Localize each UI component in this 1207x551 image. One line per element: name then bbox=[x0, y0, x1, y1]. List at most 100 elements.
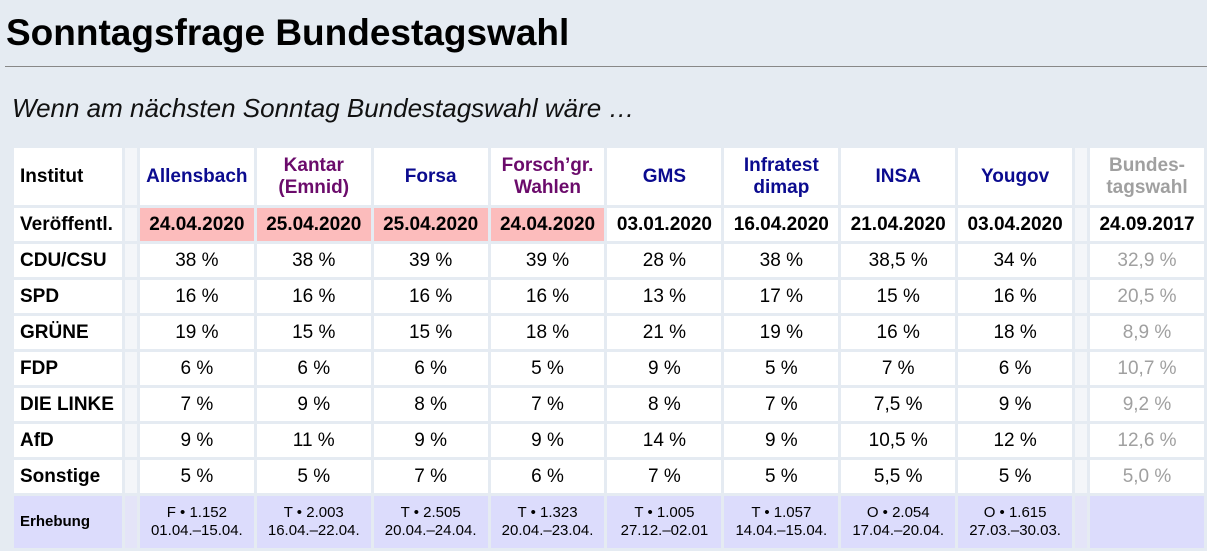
institute-link[interactable]: Forsch’gr. Wahlen bbox=[490, 148, 605, 205]
party-label: GRÜNE bbox=[14, 316, 122, 349]
survey-row: Erhebung F • 1.152 01.04.–15.04. T • 2.003 1… bbox=[14, 496, 1204, 548]
poll-value: 21 % bbox=[607, 316, 722, 349]
survey-period: 16.04.–22.04. bbox=[267, 522, 360, 539]
spacer-cell bbox=[124, 280, 137, 313]
survey-period: 20.04.–23.04. bbox=[501, 522, 594, 539]
poll-value: 15 % bbox=[256, 316, 371, 349]
poll-value: 19 % bbox=[724, 316, 839, 349]
poll-value: 10,5 % bbox=[841, 424, 956, 457]
survey-method-count: O • 2.054 bbox=[866, 504, 930, 521]
election-value: 20,5 % bbox=[1089, 280, 1204, 313]
subtitle: Wenn am nächsten Sonntag Bundestagswahl … bbox=[12, 93, 635, 123]
divider bbox=[5, 66, 1207, 67]
poll-value: 39 % bbox=[490, 244, 605, 277]
poll-value: 7,5 % bbox=[841, 388, 956, 421]
institute-link[interactable]: Kantar (Emnid) bbox=[256, 148, 371, 205]
spacer-cell bbox=[124, 208, 137, 241]
spacer-cell bbox=[124, 460, 137, 493]
spacer-cell bbox=[124, 148, 137, 205]
survey-info: T • 1.005 27.12.–02.01 bbox=[607, 496, 722, 548]
survey-method-count: F • 1.152 bbox=[166, 504, 227, 521]
poll-value: 19 % bbox=[139, 316, 254, 349]
poll-value: 5 % bbox=[958, 460, 1073, 493]
poll-value: 7 % bbox=[607, 460, 722, 493]
spacer-cell bbox=[1075, 496, 1087, 548]
party-row: SPD 16 % 16 % 16 % 16 % 13 % 17 % 15 % 16 % 20,5 … bbox=[14, 280, 1204, 313]
poll-value: 16 % bbox=[139, 280, 254, 313]
published-date: 25.04.2020 bbox=[256, 208, 371, 241]
party-row: GRÜNE 19 % 15 % 15 % 18 % 21 % 19 % 16 % 18 % 8,9… bbox=[14, 316, 1204, 349]
spacer-cell bbox=[1075, 460, 1087, 493]
spacer-cell bbox=[124, 496, 137, 548]
institute-name[interactable]: INSA bbox=[875, 165, 921, 187]
poll-value: 9 % bbox=[139, 424, 254, 457]
institute-name[interactable]: Yougov bbox=[980, 165, 1050, 187]
party-label: AfD bbox=[14, 424, 122, 457]
poll-value: 7 % bbox=[373, 460, 488, 493]
institute-link[interactable]: INSA bbox=[841, 148, 956, 205]
poll-value: 13 % bbox=[607, 280, 722, 313]
published-date: 25.04.2020 bbox=[373, 208, 488, 241]
poll-value: 9 % bbox=[256, 388, 371, 421]
poll-value: 9 % bbox=[490, 424, 605, 457]
institute-link[interactable]: Allensbach bbox=[139, 148, 254, 205]
poll-value: 17 % bbox=[724, 280, 839, 313]
spacer-cell bbox=[1075, 244, 1087, 277]
poll-value: 38 % bbox=[139, 244, 254, 277]
poll-value: 38 % bbox=[256, 244, 371, 277]
survey-period: 27.12.–02.01 bbox=[620, 522, 709, 539]
election-header: Bundes-tagswahl bbox=[1089, 148, 1204, 205]
poll-value: 28 % bbox=[607, 244, 722, 277]
party-row: CDU/CSU 38 % 38 % 39 % 39 % 28 % 38 % 38,5 % 34 … bbox=[14, 244, 1204, 277]
party-label: Sonstige bbox=[14, 460, 122, 493]
poll-value: 5,5 % bbox=[841, 460, 956, 493]
survey-info: T • 1.323 20.04.–23.04. bbox=[490, 496, 605, 548]
survey-method-count: T • 1.057 bbox=[751, 504, 812, 521]
survey-info: T • 2.505 20.04.–24.04. bbox=[373, 496, 488, 548]
party-row: FDP 6 % 6 % 6 % 5 % 9 % 5 % 7 % 6 % 10,7 % bbox=[14, 352, 1204, 385]
poll-table: Institut Allensbach Kantar (Emnid) Forsa For… bbox=[11, 145, 1207, 551]
poll-value: 16 % bbox=[490, 280, 605, 313]
poll-value: 7 % bbox=[724, 388, 839, 421]
spacer-cell bbox=[1075, 388, 1087, 421]
institute-link[interactable]: GMS bbox=[607, 148, 722, 205]
institute-name[interactable]: Infratest dimap bbox=[743, 154, 819, 198]
election-value: 5,0 % bbox=[1089, 460, 1204, 493]
institute-link[interactable]: Yougov bbox=[958, 148, 1073, 205]
published-row: Veröffentl. 24.04.2020 25.04.2020 25.04.202… bbox=[14, 208, 1204, 241]
poll-value: 38,5 % bbox=[841, 244, 956, 277]
institute-name[interactable]: GMS bbox=[642, 165, 687, 187]
party-row: AfD 9 % 11 % 9 % 9 % 14 % 9 % 10,5 % 12 % 12,6 % bbox=[14, 424, 1204, 457]
poll-value: 9 % bbox=[607, 352, 722, 385]
header-row: Institut Allensbach Kantar (Emnid) Forsa For… bbox=[14, 148, 1204, 205]
poll-value: 9 % bbox=[724, 424, 839, 457]
institute-name[interactable]: Allensbach bbox=[146, 165, 248, 187]
party-label: FDP bbox=[14, 352, 122, 385]
election-survey-empty bbox=[1089, 496, 1204, 548]
election-date: 24.09.2017 bbox=[1089, 208, 1204, 241]
election-value: 9,2 % bbox=[1089, 388, 1204, 421]
poll-value: 15 % bbox=[841, 280, 956, 313]
published-label: Veröffentl. bbox=[14, 208, 122, 241]
spacer-cell bbox=[1075, 148, 1087, 205]
institute-link[interactable]: Forsa bbox=[373, 148, 488, 205]
survey-method-count: T • 2.003 bbox=[283, 504, 344, 521]
header-label: Institut bbox=[14, 148, 122, 205]
published-date: 21.04.2020 bbox=[841, 208, 956, 241]
survey-info: O • 1.615 27.03.–30.03. bbox=[958, 496, 1073, 548]
institute-name[interactable]: Forsa bbox=[404, 165, 457, 187]
survey-period: 17.04.–20.04. bbox=[852, 522, 945, 539]
spacer-cell bbox=[1075, 208, 1087, 241]
party-label: DIE LINKE bbox=[14, 388, 122, 421]
election-value: 32,9 % bbox=[1089, 244, 1204, 277]
survey-method-count: O • 1.615 bbox=[983, 504, 1047, 521]
institute-name[interactable]: Forsch’gr. Wahlen bbox=[501, 154, 594, 198]
poll-value: 5 % bbox=[139, 460, 254, 493]
party-label: CDU/CSU bbox=[14, 244, 122, 277]
spacer-cell bbox=[1075, 352, 1087, 385]
party-row: DIE LINKE 7 % 9 % 8 % 7 % 8 % 7 % 7,5 % 9 % 9,2 % bbox=[14, 388, 1204, 421]
survey-info: F • 1.152 01.04.–15.04. bbox=[139, 496, 254, 548]
institute-name[interactable]: Kantar (Emnid) bbox=[278, 154, 350, 198]
institute-link[interactable]: Infratest dimap bbox=[724, 148, 839, 205]
survey-period: 01.04.–15.04. bbox=[150, 522, 243, 539]
